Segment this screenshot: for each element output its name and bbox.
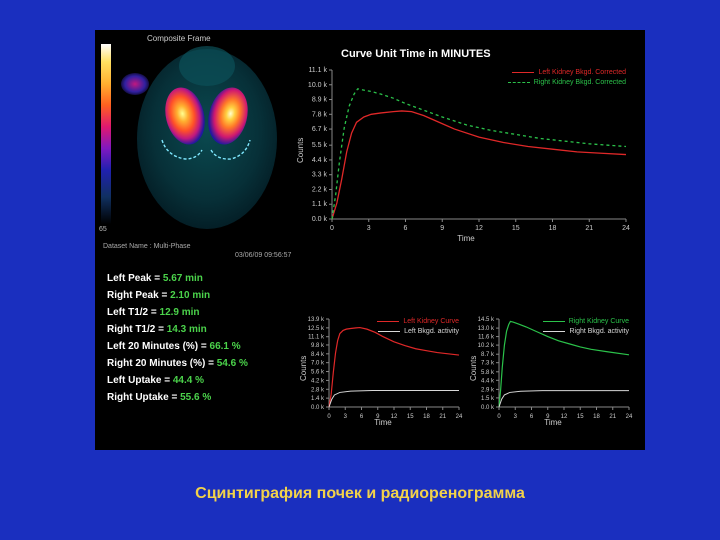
svg-text:9.8 k: 9.8 k [311, 343, 325, 349]
svg-text:6: 6 [530, 414, 534, 420]
scintigraphy-image [115, 44, 290, 234]
svg-text:2.2 k: 2.2 k [312, 186, 328, 193]
svg-text:13.0 k: 13.0 k [478, 326, 495, 332]
svg-text:7.0 k: 7.0 k [311, 361, 325, 367]
svg-text:4.2 k: 4.2 k [311, 378, 325, 384]
svg-text:11.1 k: 11.1 k [308, 67, 327, 74]
svg-text:2.9 k: 2.9 k [481, 387, 495, 393]
svg-text:11.6 k: 11.6 k [478, 335, 495, 341]
svg-text:4.4 k: 4.4 k [312, 157, 328, 164]
svg-text:6: 6 [360, 414, 364, 420]
svg-text:14.5 k: 14.5 k [478, 317, 495, 323]
svg-text:12.5 k: 12.5 k [308, 326, 325, 332]
composite-label: Composite Frame [147, 34, 211, 43]
svg-text:6: 6 [404, 225, 408, 232]
svg-text:0: 0 [327, 414, 331, 420]
svg-text:12: 12 [475, 225, 483, 232]
dataset-label: Dataset Name [103, 243, 148, 250]
svg-text:7.8 k: 7.8 k [312, 111, 328, 118]
medical-panel: Composite Frame 65 [95, 30, 645, 450]
svg-text:4.4 k: 4.4 k [481, 378, 495, 384]
svg-text:7.3 k: 7.3 k [481, 361, 495, 367]
main-chart-title: Curve Unit Time in MINUTES [341, 48, 491, 60]
svg-text:8.7 k: 8.7 k [481, 352, 495, 358]
svg-text:0: 0 [330, 225, 334, 232]
svg-text:18: 18 [549, 225, 557, 232]
colorbar [101, 44, 111, 224]
svg-text:1.5 k: 1.5 k [481, 396, 495, 402]
slide-caption: Сцинтиграфия почек и радиоренограмма [0, 485, 720, 503]
svg-text:5.5 k: 5.5 k [312, 142, 328, 149]
svg-text:3: 3 [514, 414, 518, 420]
svg-text:21: 21 [609, 414, 616, 420]
svg-text:24: 24 [626, 414, 633, 420]
svg-text:0.0 k: 0.0 k [481, 405, 495, 411]
small-right-chart: 036912151821240.0 k1.5 k2.9 k4.4 k5.8 k7… [473, 315, 633, 425]
svg-text:2.8 k: 2.8 k [311, 387, 325, 393]
svg-text:0: 0 [497, 414, 501, 420]
svg-text:24: 24 [622, 225, 630, 232]
svg-text:3.3 k: 3.3 k [312, 172, 328, 179]
svg-text:6.7 k: 6.7 k [312, 126, 328, 133]
small-left-chart: 036912151821240.0 k1.4 k2.8 k4.2 k5.6 k7… [303, 315, 463, 425]
svg-text:21: 21 [585, 225, 593, 232]
svg-text:5.6 k: 5.6 k [311, 370, 325, 376]
svg-text:8.9 k: 8.9 k [312, 97, 328, 104]
svg-text:12: 12 [561, 414, 568, 420]
svg-text:8.4 k: 8.4 k [311, 352, 325, 358]
svg-text:21: 21 [439, 414, 446, 420]
svg-text:18: 18 [593, 414, 600, 420]
colorbar-bottom: 65 [99, 226, 107, 233]
svg-text:24: 24 [456, 414, 463, 420]
timestamp: 03/06/09 09:56:57 [235, 252, 291, 259]
svg-text:3: 3 [344, 414, 348, 420]
svg-text:15: 15 [577, 414, 584, 420]
svg-text:10.2 k: 10.2 k [478, 343, 495, 349]
svg-text:1.1 k: 1.1 k [312, 201, 328, 208]
dataset-name: Multi-Phase [154, 243, 191, 250]
dataset-meta: Dataset Name : Multi-Phase [103, 242, 191, 251]
svg-text:5.8 k: 5.8 k [481, 370, 495, 376]
svg-text:15: 15 [407, 414, 414, 420]
svg-text:10.0 k: 10.0 k [308, 82, 328, 89]
svg-text:12: 12 [391, 414, 398, 420]
main-chart: 0 3 6 9 12 15 18 21 24 0.0 k 1.1 k 2.2 k 3.3 k 4.4 k 5… [300, 66, 632, 241]
svg-text:18: 18 [423, 414, 430, 420]
svg-text:15: 15 [512, 225, 520, 232]
svg-text:3: 3 [367, 225, 371, 232]
svg-text:9: 9 [440, 225, 444, 232]
svg-text:13.9 k: 13.9 k [308, 317, 325, 323]
svg-text:1.4 k: 1.4 k [311, 396, 325, 402]
svg-text:0.0 k: 0.0 k [312, 216, 328, 223]
stats-block: Left Peak = 5.67 minRight Peak = 2.10 mi… [107, 270, 248, 406]
svg-text:11.1 k: 11.1 k [308, 335, 325, 341]
svg-text:0.0 k: 0.0 k [311, 405, 325, 411]
